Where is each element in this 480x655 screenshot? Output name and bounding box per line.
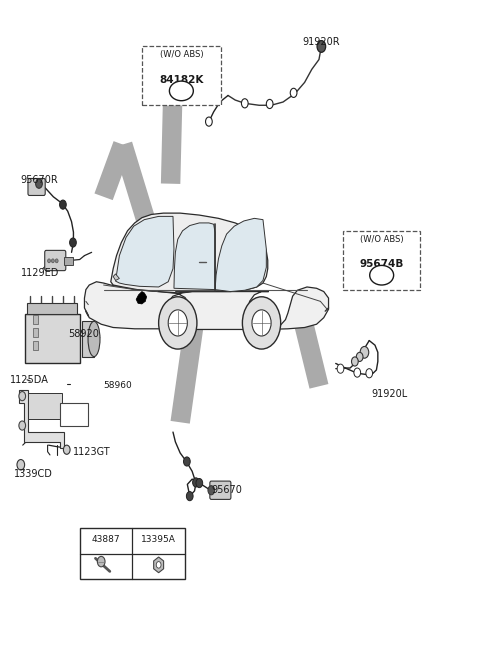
Bar — [33, 315, 38, 324]
Circle shape — [252, 310, 271, 336]
Bar — [80, 528, 185, 579]
Circle shape — [196, 479, 203, 487]
Text: 95674B: 95674B — [360, 259, 404, 269]
Bar — [27, 303, 77, 314]
Circle shape — [36, 179, 42, 188]
Circle shape — [19, 392, 25, 401]
Text: 1339CD: 1339CD — [14, 469, 53, 479]
Circle shape — [19, 421, 25, 430]
Polygon shape — [113, 274, 120, 280]
Circle shape — [192, 478, 199, 487]
Circle shape — [183, 457, 190, 466]
Circle shape — [290, 88, 297, 98]
Circle shape — [351, 357, 358, 366]
FancyBboxPatch shape — [28, 178, 45, 195]
Text: (W/O ABS): (W/O ABS) — [360, 234, 404, 244]
FancyBboxPatch shape — [142, 47, 221, 105]
FancyBboxPatch shape — [60, 403, 88, 426]
Circle shape — [356, 352, 363, 362]
Text: (W/O ABS): (W/O ABS) — [159, 50, 203, 60]
Polygon shape — [116, 216, 174, 287]
Text: 43887: 43887 — [92, 535, 120, 544]
Circle shape — [48, 259, 50, 263]
Polygon shape — [154, 557, 164, 572]
Circle shape — [63, 445, 70, 455]
Polygon shape — [174, 223, 215, 290]
Bar — [24, 314, 80, 364]
Bar — [33, 341, 38, 350]
Circle shape — [186, 491, 193, 500]
Circle shape — [242, 297, 281, 349]
Circle shape — [97, 556, 105, 567]
Circle shape — [241, 99, 248, 108]
Polygon shape — [136, 291, 147, 304]
Text: 84182K: 84182K — [159, 75, 204, 84]
Circle shape — [317, 41, 325, 52]
Text: 1129ED: 1129ED — [21, 268, 59, 278]
Circle shape — [366, 369, 372, 378]
Ellipse shape — [169, 81, 193, 101]
FancyBboxPatch shape — [45, 250, 66, 271]
Circle shape — [266, 100, 273, 109]
Ellipse shape — [370, 265, 394, 285]
Text: 58920: 58920 — [68, 329, 98, 339]
Bar — [33, 328, 38, 337]
FancyBboxPatch shape — [64, 257, 73, 265]
Polygon shape — [84, 282, 328, 330]
Ellipse shape — [88, 322, 100, 356]
FancyBboxPatch shape — [343, 231, 420, 290]
Polygon shape — [215, 218, 266, 291]
Circle shape — [208, 485, 215, 495]
Text: 95670R: 95670R — [21, 175, 59, 185]
Circle shape — [51, 259, 54, 263]
Text: 13395A: 13395A — [141, 535, 176, 544]
Circle shape — [70, 238, 76, 247]
FancyBboxPatch shape — [210, 481, 231, 499]
Circle shape — [156, 561, 161, 568]
Text: 91920L: 91920L — [371, 389, 408, 399]
Bar — [28, 393, 62, 419]
Circle shape — [205, 117, 212, 126]
Polygon shape — [111, 213, 268, 293]
Circle shape — [337, 364, 344, 373]
Circle shape — [168, 310, 187, 336]
Polygon shape — [19, 390, 64, 449]
Circle shape — [158, 297, 197, 349]
Circle shape — [354, 368, 360, 377]
Circle shape — [17, 460, 24, 470]
Text: 91920R: 91920R — [302, 37, 340, 47]
Text: 1125DA: 1125DA — [10, 375, 49, 384]
Bar — [82, 322, 94, 356]
Circle shape — [55, 259, 58, 263]
Text: 1123GT: 1123GT — [72, 447, 110, 457]
Circle shape — [60, 200, 66, 209]
Text: 58960: 58960 — [104, 381, 132, 390]
Text: 95670: 95670 — [211, 485, 242, 495]
Circle shape — [360, 346, 369, 358]
